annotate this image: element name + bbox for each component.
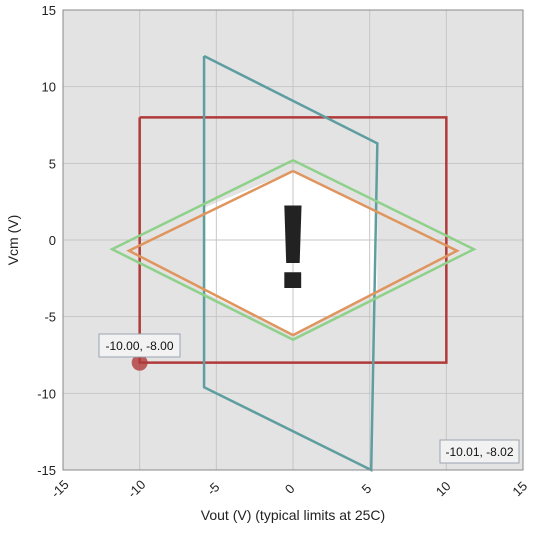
cursor-readout-text: -10.01, -8.02 — [445, 445, 513, 459]
x-tick-label: -5 — [204, 479, 223, 498]
warning-icon: ! — [273, 180, 313, 314]
data-point-marker[interactable] — [131, 354, 148, 371]
safe-region — [204, 171, 378, 336]
series-line-3[interactable] — [109, 159, 477, 342]
x-tick-label: 5 — [359, 481, 375, 497]
marker-label-text: -10.00, -8.00 — [105, 339, 173, 353]
x-tick-label: 15 — [509, 478, 530, 499]
y-axis-title: Vcm (V) — [5, 215, 21, 266]
y-tick-label: 5 — [49, 156, 56, 171]
y-tick-label: -15 — [37, 463, 56, 478]
y-tick-label: 10 — [42, 80, 56, 95]
marker-label: -10.00, -8.00 — [98, 333, 181, 358]
x-tick-label: -10 — [125, 477, 149, 501]
series-line-1[interactable] — [138, 116, 448, 364]
cursor-readout-box — [439, 439, 520, 464]
x-tick-label: -15 — [48, 477, 72, 501]
y-tick-label: 0 — [49, 233, 56, 248]
x-tick-label: 0 — [282, 481, 298, 497]
cursor-readout: -10.01, -8.02 — [439, 439, 520, 464]
x-axis-title: Vout (V) (typical limits at 25C) — [201, 507, 385, 523]
y-tick-label: -5 — [44, 310, 56, 325]
y-tick-label: 15 — [42, 3, 56, 18]
x-tick-label: 10 — [433, 478, 454, 499]
series-line-4[interactable] — [126, 169, 460, 337]
safe-region-layer — [204, 171, 378, 336]
marker-label-box — [98, 333, 181, 358]
y-tick-label: -10 — [37, 386, 56, 401]
plot-frame — [62, 9, 524, 471]
